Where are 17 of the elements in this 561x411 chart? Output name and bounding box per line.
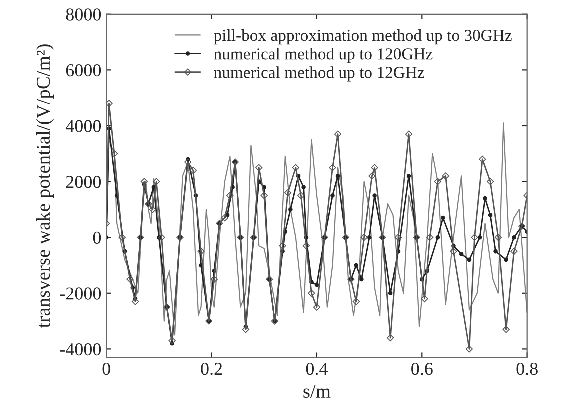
y-tick-label: 6000 [66,64,102,77]
legend-label: numerical method up to 120GHz [214,48,433,64]
y-axis-title: transverse wake potential/(V/pC/m²) [36,44,54,328]
y-tick-label: 2000 [66,176,102,188]
y-tick-label: 8000 [66,8,102,21]
x-axis-title: s/m [304,385,331,398]
x-tick-label: 0.2 [201,362,222,376]
y-tick-label: 0 [93,232,102,244]
y-tick-label: -2000 [60,288,102,300]
x-tick-label: 0 [102,362,110,376]
y-tick-label: 4000 [66,120,102,132]
y-tick-label: -4000 [60,343,102,356]
x-tick-label: 0.6 [412,362,433,376]
legend-label: numerical method up to 12GHz [214,66,424,82]
x-tick-label: 0.4 [306,362,328,376]
legend-label: pill-box approximation method up to 30GHz [214,29,512,45]
x-tick-label: 0.8 [516,362,538,376]
